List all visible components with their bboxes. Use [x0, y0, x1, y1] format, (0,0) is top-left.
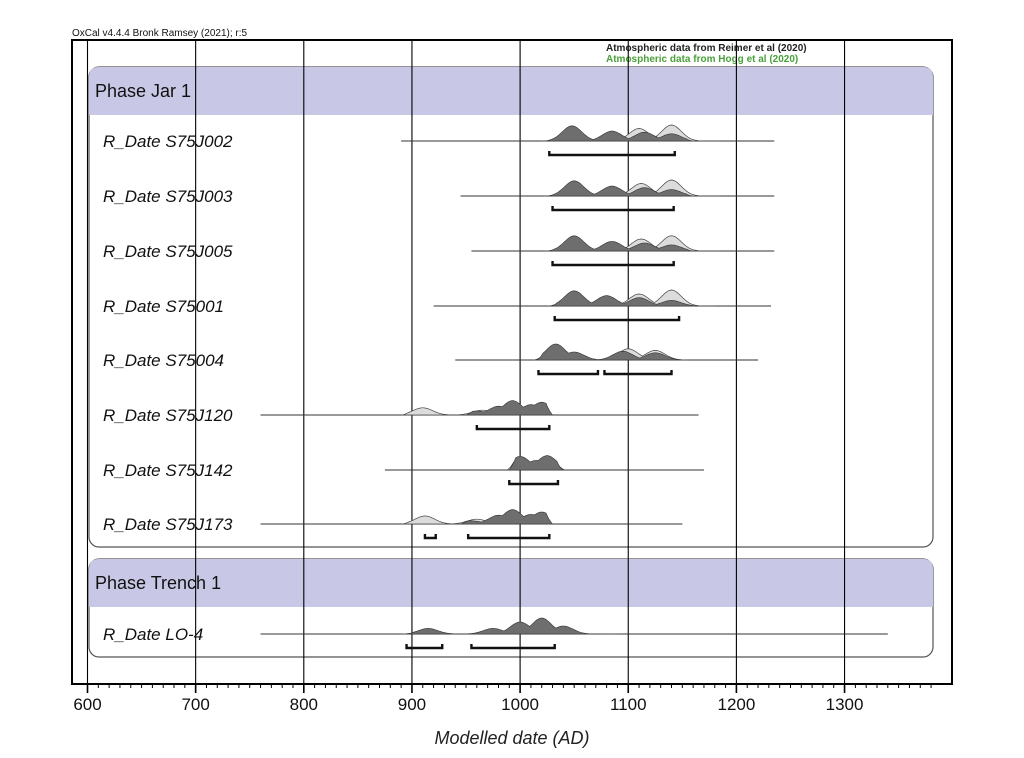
- date-row: R_Date S75J003: [103, 179, 775, 212]
- hpd-range-bracket: [475, 425, 551, 431]
- plot-area: Phase Jar 1 Phase Trench 1 R_Date S75J002 R…: [71, 39, 953, 714]
- atmospheric-data-secondary: Atmospheric data from Hogg et al (2020): [606, 54, 798, 65]
- x-tick-label: 800: [290, 695, 318, 714]
- date-label: R_Date S75J120: [103, 406, 233, 425]
- x-axis-label: Modelled date (AD): [434, 728, 589, 748]
- x-tick-label: 1300: [826, 695, 864, 714]
- x-tick-label: 900: [398, 695, 426, 714]
- date-label: R_Date S75004: [103, 351, 224, 370]
- phase-box-jar-1: [88, 66, 934, 548]
- hpd-range-bracket: [537, 370, 600, 376]
- hpd-range-bracket: [405, 644, 444, 650]
- posterior-distribution: [547, 235, 694, 252]
- hpd-range-bracket: [551, 261, 675, 267]
- x-tick-label: 600: [73, 695, 101, 714]
- atmospheric-data-primary: Atmospheric data from Reimer et al (2020…: [606, 43, 807, 54]
- software-credit: OxCal v4.4.4 Bronk Ramsey (2021); r:5: [72, 28, 248, 39]
- posterior-distribution: [543, 125, 694, 142]
- date-label: R_Date S75J002: [103, 132, 233, 151]
- phase-box-trench-1-header-band: [89, 559, 933, 607]
- date-label: R_Date LO-4: [103, 625, 203, 644]
- date-label: R_Date S75J142: [103, 461, 233, 480]
- date-label: R_Date S75001: [103, 297, 224, 316]
- hpd-range-bracket: [423, 534, 437, 540]
- x-tick-label: 700: [181, 695, 209, 714]
- phase-label: Phase Jar 1: [95, 81, 191, 101]
- hpd-range-bracket: [508, 480, 560, 486]
- hpd-range-bracket: [470, 644, 556, 650]
- date-label: R_Date S75J003: [103, 187, 233, 206]
- date-row: R_Date S75J005: [103, 235, 775, 267]
- posterior-distribution: [536, 343, 683, 361]
- hpd-range-bracket: [548, 151, 676, 157]
- date-label: R_Date S75J173: [103, 515, 233, 534]
- posterior-distribution: [550, 290, 699, 307]
- hpd-range-bracket: [553, 316, 681, 322]
- posterior-distribution: [547, 180, 694, 197]
- x-axis: 600 700 800 900 1000 1100 1200 1300: [73, 684, 932, 714]
- date-row: R_Date S75J120: [103, 400, 699, 431]
- posterior-distribution: [460, 509, 554, 525]
- phase-box-jar-1-header-band: [89, 67, 933, 115]
- date-row: R_Date S75J002: [103, 124, 775, 157]
- date-row: R_Date S75J173: [103, 509, 683, 540]
- x-tick-label: 1100: [610, 695, 647, 714]
- date-label: R_Date S75J005: [103, 242, 233, 261]
- posterior-distribution: [508, 455, 565, 471]
- date-row: R_Date S75004: [103, 343, 759, 376]
- hpd-range-bracket: [603, 370, 673, 376]
- hpd-range-bracket: [466, 534, 551, 540]
- x-tick-label: 1000: [501, 695, 539, 714]
- date-row: R_Date LO-4: [103, 617, 888, 650]
- posterior-distribution: [465, 400, 554, 416]
- phase-box-trench-1: [88, 558, 934, 658]
- phase-label: Phase Trench 1: [95, 573, 221, 593]
- x-tick-label: 1200: [717, 695, 755, 714]
- hpd-range-bracket: [551, 206, 675, 212]
- date-row: R_Date S75001: [103, 289, 772, 322]
- plot-frame: [71, 39, 953, 685]
- posterior-distribution: [406, 617, 602, 635]
- date-row: R_Date S75J142: [103, 455, 704, 486]
